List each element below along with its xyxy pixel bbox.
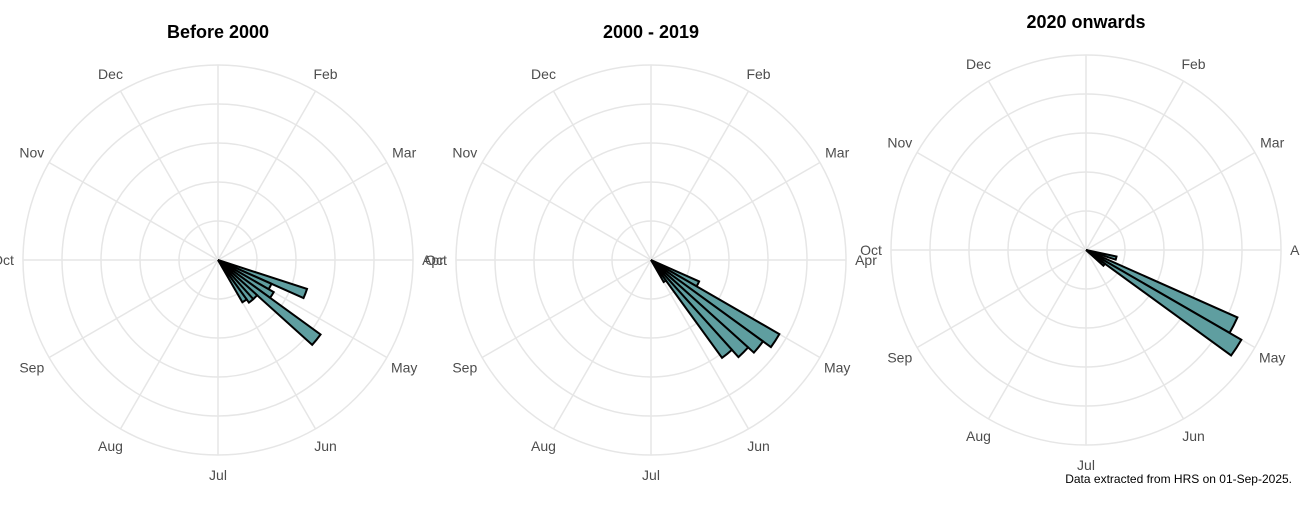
month-label-oct: Oct xyxy=(860,242,882,258)
month-label-sep: Sep xyxy=(887,350,912,366)
panel-title: 2020 onwards xyxy=(1026,12,1145,32)
grid-spoke xyxy=(481,161,652,261)
grid-spoke xyxy=(48,259,219,359)
bar-series xyxy=(650,259,781,360)
panel-title: Before 2000 xyxy=(167,22,269,42)
grid-spoke xyxy=(481,259,652,359)
bar-may-0 xyxy=(650,259,781,349)
grid-spoke xyxy=(650,259,750,430)
bar-may-1 xyxy=(650,259,765,355)
grid-spoke xyxy=(552,259,652,430)
month-label-jun: Jun xyxy=(314,438,337,454)
grid-spoke xyxy=(217,161,388,261)
month-label-jul: Jul xyxy=(1077,457,1095,473)
grid-spoke xyxy=(48,161,219,261)
month-label-feb: Feb xyxy=(746,66,770,82)
month-label-dec: Dec xyxy=(966,56,991,72)
grid-spoke xyxy=(916,249,1087,349)
month-label-jun: Jun xyxy=(1182,428,1205,444)
grid-spoke xyxy=(987,80,1087,251)
polar-grid xyxy=(890,54,1282,446)
grid-spoke xyxy=(119,90,219,261)
panel-title: 2000 - 2019 xyxy=(603,22,699,42)
polar-grid xyxy=(22,64,414,456)
month-label-mar: Mar xyxy=(1260,135,1284,151)
month-label-nov: Nov xyxy=(19,145,44,161)
month-label-jun: Jun xyxy=(747,438,770,454)
month-label-feb: Feb xyxy=(1181,56,1205,72)
month-label-aug: Aug xyxy=(531,438,556,454)
grid-spoke xyxy=(552,90,652,261)
month-label-nov: Nov xyxy=(452,145,477,161)
data-source-caption: Data extracted from HRS on 01-Sep-2025. xyxy=(1065,472,1292,486)
month-label-sep: Sep xyxy=(452,360,477,376)
grid-spoke xyxy=(217,90,317,261)
month-label-dec: Dec xyxy=(531,66,556,82)
month-label-aug: Aug xyxy=(966,428,991,444)
grid-spoke xyxy=(987,249,1087,420)
grid-spoke xyxy=(119,259,219,430)
bar-may-1 xyxy=(1085,249,1107,268)
polar-panel-1: Before 2000 Feb Mar Apr May Jun Jul Aug Sep Oct No… xyxy=(0,22,444,483)
month-label-may: May xyxy=(824,360,850,376)
month-label-jul: Jul xyxy=(642,467,660,483)
month-label-sep: Sep xyxy=(19,360,44,376)
month-label-nov: Nov xyxy=(887,135,912,151)
bar-may-1 xyxy=(217,259,322,347)
polar-panel-3: 2020 onwards Feb Mar Apr May Jun Jul Aug Sep Oct N… xyxy=(860,12,1300,473)
month-label-oct: Oct xyxy=(0,252,14,268)
month-label-mar: Mar xyxy=(825,145,849,161)
polar-panel-2: 2000 - 2019 Feb Mar Apr May Jun Jul Aug Sep Oct No… xyxy=(425,22,877,483)
month-label-mar: Mar xyxy=(392,145,416,161)
month-label-apr: Apr xyxy=(1290,242,1300,258)
month-label-may: May xyxy=(1259,350,1285,366)
month-label-apr: Apr xyxy=(422,252,444,268)
month-label-jul: Jul xyxy=(209,467,227,483)
month-label-aug: Aug xyxy=(98,438,123,454)
bar-may-4 xyxy=(650,259,668,284)
grid-spoke xyxy=(650,161,821,261)
grid-spoke xyxy=(650,90,750,261)
polar-grid xyxy=(455,64,847,456)
grid-spoke xyxy=(1085,80,1185,251)
month-label-dec: Dec xyxy=(98,66,123,82)
month-label-oct: Oct xyxy=(425,252,447,268)
month-label-feb: Feb xyxy=(313,66,337,82)
grid-spoke xyxy=(916,151,1087,251)
bar-may-0 xyxy=(1085,249,1243,357)
bar-may-2 xyxy=(650,259,750,359)
month-label-apr: Apr xyxy=(855,252,877,268)
grid-spoke xyxy=(1085,151,1256,251)
bar-may-3 xyxy=(650,259,734,360)
month-label-may: May xyxy=(391,360,417,376)
bar-series xyxy=(1085,249,1243,357)
bar-series xyxy=(217,259,322,347)
bar-may-4 xyxy=(217,259,249,304)
grid-spoke xyxy=(1085,249,1185,420)
